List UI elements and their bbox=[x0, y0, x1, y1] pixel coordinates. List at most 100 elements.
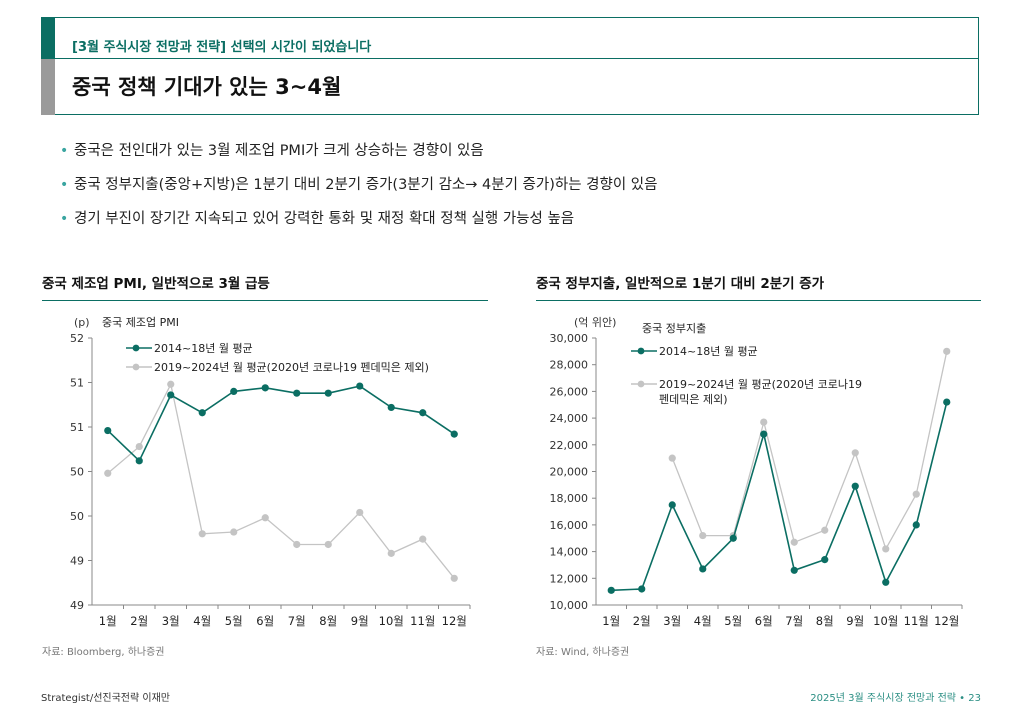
legend-swatch-marker bbox=[132, 363, 140, 371]
series-1-point bbox=[607, 586, 615, 594]
x-tick-label: 8월 bbox=[319, 614, 337, 628]
series-1-point bbox=[104, 426, 112, 435]
x-tick-label: 12월 bbox=[442, 614, 467, 628]
x-tick-label: 4월 bbox=[193, 614, 211, 628]
series-1-point bbox=[729, 534, 737, 542]
series-1-point bbox=[261, 384, 269, 392]
series-1-point bbox=[324, 389, 332, 397]
y-tick-label: 28,000 bbox=[550, 359, 589, 372]
legend-label: 2019~2024년 월 평균(2020년 코로나19 펜데믹은 제외) bbox=[154, 361, 429, 374]
y-tick-label: 22,000 bbox=[550, 439, 589, 452]
series-1-point bbox=[638, 585, 646, 593]
x-tick-label: 4월 bbox=[694, 614, 712, 628]
series-2-point bbox=[882, 545, 890, 553]
section-subtitle: [3월 주식시장 전망과 전략] 선택의 시간이 되었습니다 bbox=[72, 40, 372, 55]
legend-swatch-marker bbox=[637, 380, 645, 388]
header-box bbox=[41, 17, 979, 115]
legend-swatch-marker bbox=[132, 344, 140, 352]
spending-chart: 30,000 28,000 26,000 24,000 22,000 20,000 18,0… bbox=[550, 316, 963, 628]
y-tick-label: 18,000 bbox=[550, 492, 589, 505]
y-tick-label: 30,000 bbox=[550, 332, 589, 345]
x-tick-label: 2월 bbox=[130, 614, 148, 628]
series-2-point bbox=[419, 535, 427, 543]
y-tick-label: 52 bbox=[70, 332, 84, 345]
chart-title-spending: 중국 정부지출, 일반적으로 1분기 대비 2분기 증가 bbox=[536, 276, 825, 292]
series-1-point bbox=[135, 457, 143, 465]
footer-author: Strategist/선진국전략 이재만 bbox=[41, 693, 170, 704]
pmi-chart: 52 51 51 50 50 49 49 1월 2월 3월 4월 5월 6월 7월 8월 9월 10월 11월 12… bbox=[70, 316, 471, 628]
series-1-point bbox=[699, 565, 707, 573]
series-2-point bbox=[668, 454, 676, 462]
series-1-point bbox=[943, 398, 951, 406]
series-1-point bbox=[293, 389, 301, 397]
x-tick-label: 9월 bbox=[846, 614, 864, 628]
x-tick-label: 10월 bbox=[379, 614, 404, 628]
y-unit-label: (p) bbox=[74, 316, 90, 329]
series-2-point bbox=[943, 347, 951, 355]
y-tick-label: 51 bbox=[70, 421, 84, 434]
series-1-point bbox=[450, 430, 458, 438]
series-1-point bbox=[387, 403, 395, 412]
y-tick-label: 14,000 bbox=[550, 546, 589, 559]
series-line-1 bbox=[611, 401, 948, 592]
series-1-point bbox=[912, 521, 920, 529]
bullet-item: 경기 부진이 장기간 지속되고 있어 강력한 통화 및 재정 확대 정책 실행 … bbox=[60, 202, 657, 236]
x-tick-label: 6월 bbox=[256, 614, 274, 628]
x-tick-label: 11월 bbox=[410, 614, 435, 628]
series-1-point bbox=[790, 566, 798, 574]
series-1-point bbox=[167, 391, 175, 399]
x-tick-label: 7월 bbox=[288, 614, 306, 628]
series-1-point bbox=[668, 501, 676, 509]
series-2-point bbox=[198, 530, 206, 538]
source-spending: 자료: Wind, 하나증권 bbox=[536, 647, 630, 658]
x-tick-label: 7월 bbox=[785, 614, 803, 628]
x-tick-label: 3월 bbox=[162, 614, 180, 628]
header-gray-bar bbox=[41, 59, 55, 115]
footer-page: 2025년 3월 주식시장 전망과 전략 • 23 bbox=[810, 693, 981, 704]
series-2-point bbox=[387, 549, 395, 557]
series-2-point bbox=[699, 531, 707, 540]
y-unit-label: (억 위안) bbox=[574, 316, 616, 329]
series-2-point bbox=[167, 380, 175, 388]
series-2-point bbox=[821, 526, 829, 534]
series-2-point bbox=[261, 514, 269, 522]
x-tick-label: 6월 bbox=[755, 614, 773, 628]
series-1-point bbox=[198, 409, 206, 417]
y-tick-label: 12,000 bbox=[550, 572, 589, 585]
y-tick-label: 20,000 bbox=[550, 466, 589, 479]
header-accent-bar bbox=[41, 17, 55, 59]
y-tick-label: 50 bbox=[70, 510, 84, 523]
series-2-point bbox=[790, 538, 798, 546]
y-tick-label: 50 bbox=[70, 466, 84, 479]
chart-title-pmi: 중국 제조업 PMI, 일반적으로 3월 급등 bbox=[42, 276, 270, 292]
series-2-point bbox=[135, 442, 143, 451]
y-tick-label: 51 bbox=[70, 377, 84, 390]
x-tick-label: 1월 bbox=[99, 614, 117, 628]
y-tick-label: 16,000 bbox=[550, 519, 589, 532]
series-2-point bbox=[324, 540, 332, 549]
x-tick-label: 5월 bbox=[225, 614, 243, 628]
series-1-point bbox=[882, 578, 890, 586]
y-tick-label: 10,000 bbox=[550, 599, 589, 612]
inner-title: 중국 제조업 PMI bbox=[102, 316, 179, 329]
series-1-point bbox=[230, 387, 238, 395]
x-tick-label: 10월 bbox=[873, 614, 898, 628]
bullet-item: 중국 정부지출(중앙+지방)은 1분기 대비 2분기 증가(3분기 감소→ 4분… bbox=[60, 168, 657, 202]
series-1-point bbox=[851, 482, 859, 490]
x-tick-label: 5월 bbox=[724, 614, 742, 628]
series-2-point bbox=[104, 469, 112, 477]
x-tick-label: 2월 bbox=[633, 614, 651, 628]
y-tick-label: 26,000 bbox=[550, 385, 589, 398]
bullet-list: 중국은 전인대가 있는 3월 제조업 PMI가 크게 상승하는 경향이 있음 중… bbox=[60, 134, 657, 236]
legend-swatch-marker bbox=[637, 347, 645, 355]
series-2-point bbox=[760, 418, 768, 426]
x-tick-label: 12월 bbox=[934, 614, 959, 628]
legend-label: 펜데믹은 제외) bbox=[659, 393, 728, 406]
series-line-1 bbox=[107, 385, 455, 463]
x-tick-label: 8월 bbox=[816, 614, 834, 628]
legend-label: 2019~2024년 월 평균(2020년 코로나19 bbox=[659, 378, 862, 391]
series-2-point bbox=[356, 508, 364, 517]
x-tick-label: 11월 bbox=[904, 614, 929, 628]
series-1-point bbox=[821, 556, 829, 564]
x-tick-label: 3월 bbox=[663, 614, 681, 628]
